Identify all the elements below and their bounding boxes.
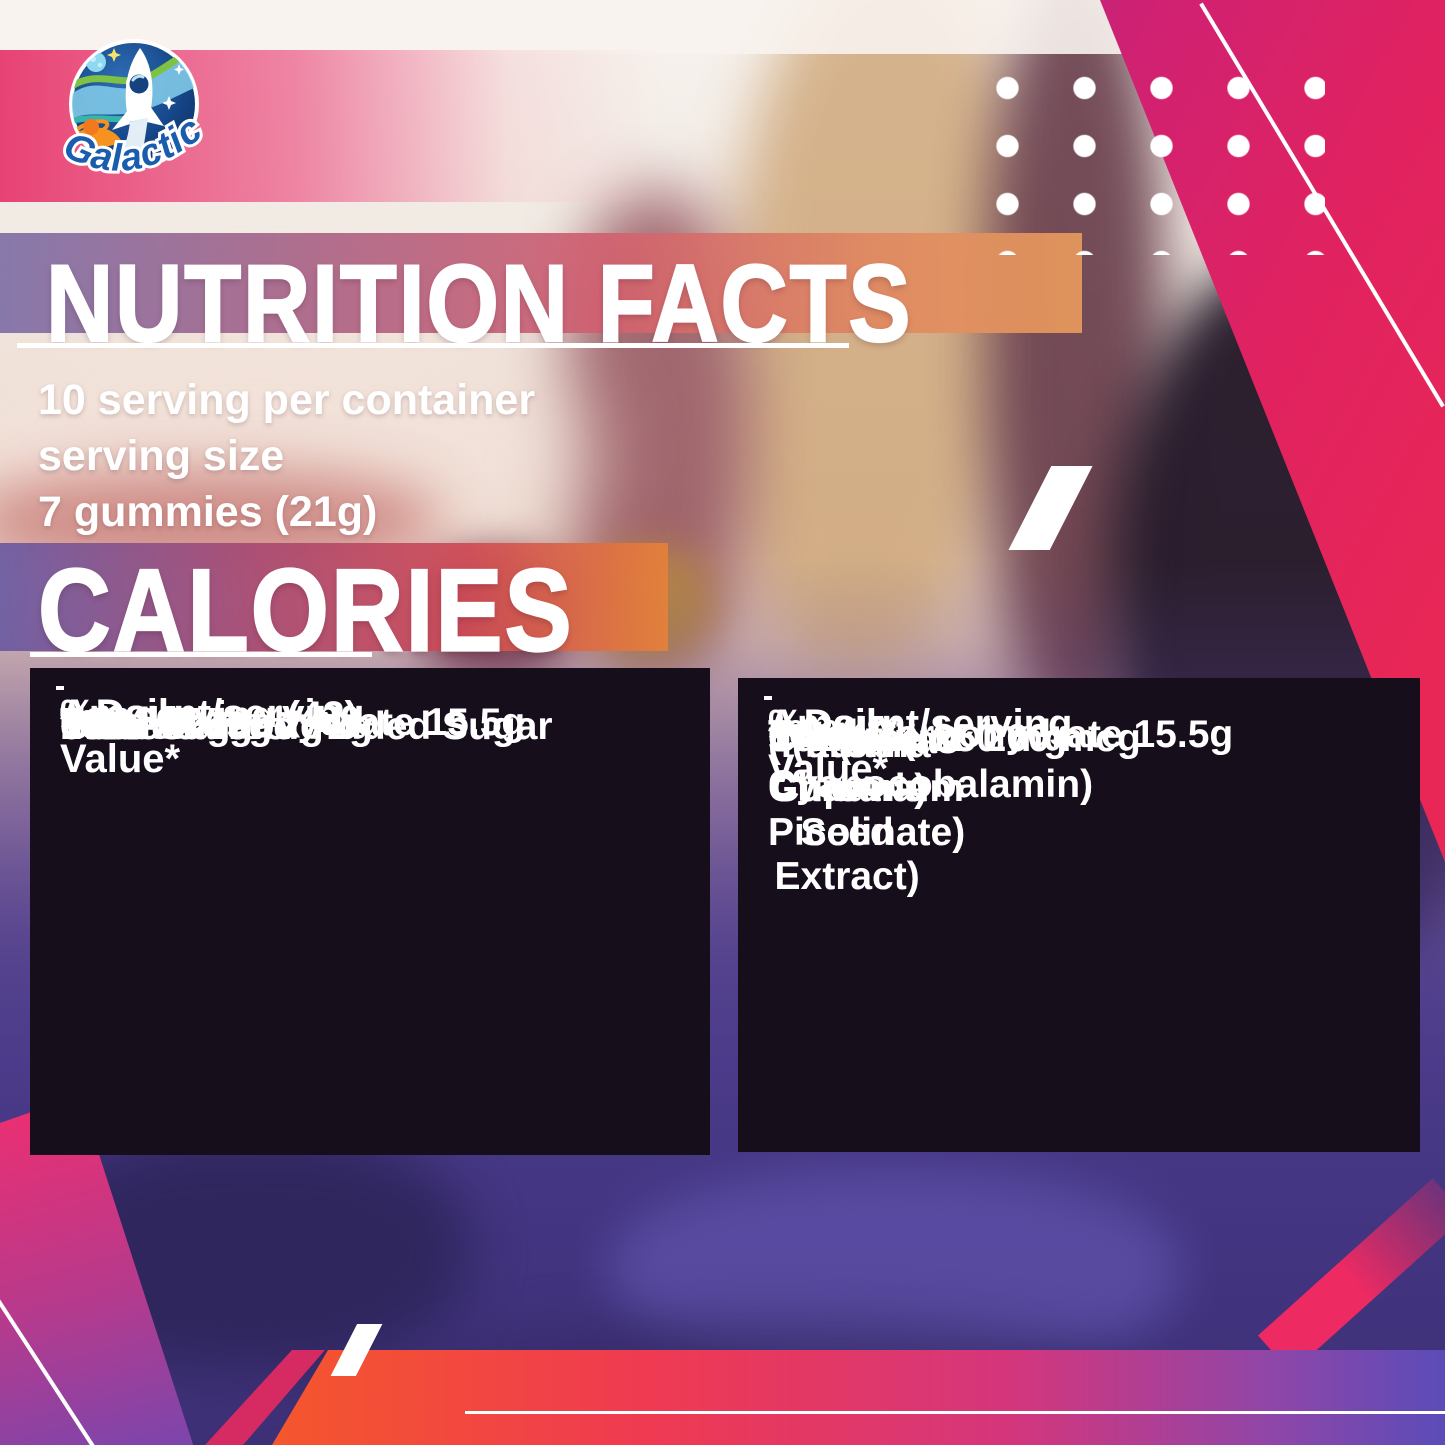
table-row: Chromium 200 mcg 571% (as Chromium Picol… [764,696,1141,854]
per-serving-label: per serving (42) [60,694,358,738]
title-underline [17,343,849,348]
nutrient-label: Include 7g of Added Sugar [60,705,553,748]
nutrient-value: 6.2% [60,701,149,744]
daily-value-column-header: %Daily Value* [60,692,192,781]
table-row: Include 7g of Added Sugar 14% [56,686,553,748]
nutrient-value: ** [768,717,799,760]
nutrient-subtext: (Paullina Cupana) [768,723,931,810]
nutrient-subtext: (From Guarana Seed Extract) [768,723,927,898]
table-row: Total Carbohydrate 15.5g 6.2% [56,686,525,744]
table-row: Total sugar 7g [56,686,324,748]
dot-grid [969,59,1325,255]
nutrient-label: Protein 3g [60,705,273,748]
calories-underline [30,652,372,657]
nutrient-value: ** [60,705,91,748]
table-row: Total Carbohydrate 15.5g 6.2% (as Cyanoc… [764,696,1233,806]
serving-info: 10 serving per container serving size 7 … [38,372,678,540]
amount-column-header: Amount/serving [768,702,1073,746]
serving-line-2: serving size [38,432,285,480]
calories-title: CALORIES [37,545,574,677]
nutrient-subtext: (as Chromium Picolinate) [768,723,966,854]
serving-line-3: 7 gummies (21g) [38,488,378,536]
nutrient-label: Beta Alanine 2g [60,705,373,748]
nutrient-subtext: (as Cyanocobalamin) [768,719,1094,806]
nutrition-panel-left: per serving (42) Amount/serving %Daily V… [30,668,710,1155]
amount-column-header: Amount/serving [60,692,365,736]
nutrition-facts-band [0,233,1082,333]
nutrition-panel-right: Amount/serving %Daily Value* Total Carbo… [738,678,1420,1152]
brand-logo: Galactic [54,39,213,183]
nutrient-label: Total Carbohydrate 15.5g [768,713,1234,756]
nutrient-value: 6.2% [768,713,857,756]
nutrient-label: Chromium 200 mcg [768,717,1141,760]
table-row: Caffeine 250 mg ** (From Guarana Seed Ex… [764,696,1067,898]
bottom-band-line [465,1411,1445,1414]
calories-band [0,543,668,651]
nutrient-value: 571% [768,717,868,760]
table-row: Beta Alanine 2g ** [56,686,373,748]
nutrient-label: Total Carbohydrate 15.5g [60,701,526,744]
serving-line-1: 10 serving per container [38,376,536,424]
nutrient-label: Total sugar 7g [60,705,324,748]
nutrient-value: 6% [60,705,117,748]
daily-value-column-header: %Daily Value* [768,702,900,791]
table-row: Protein 3g 6% [56,686,272,748]
nutrient-value: 14% [60,705,139,748]
nutrient-label: Caffeine 250 mg [768,717,1068,760]
